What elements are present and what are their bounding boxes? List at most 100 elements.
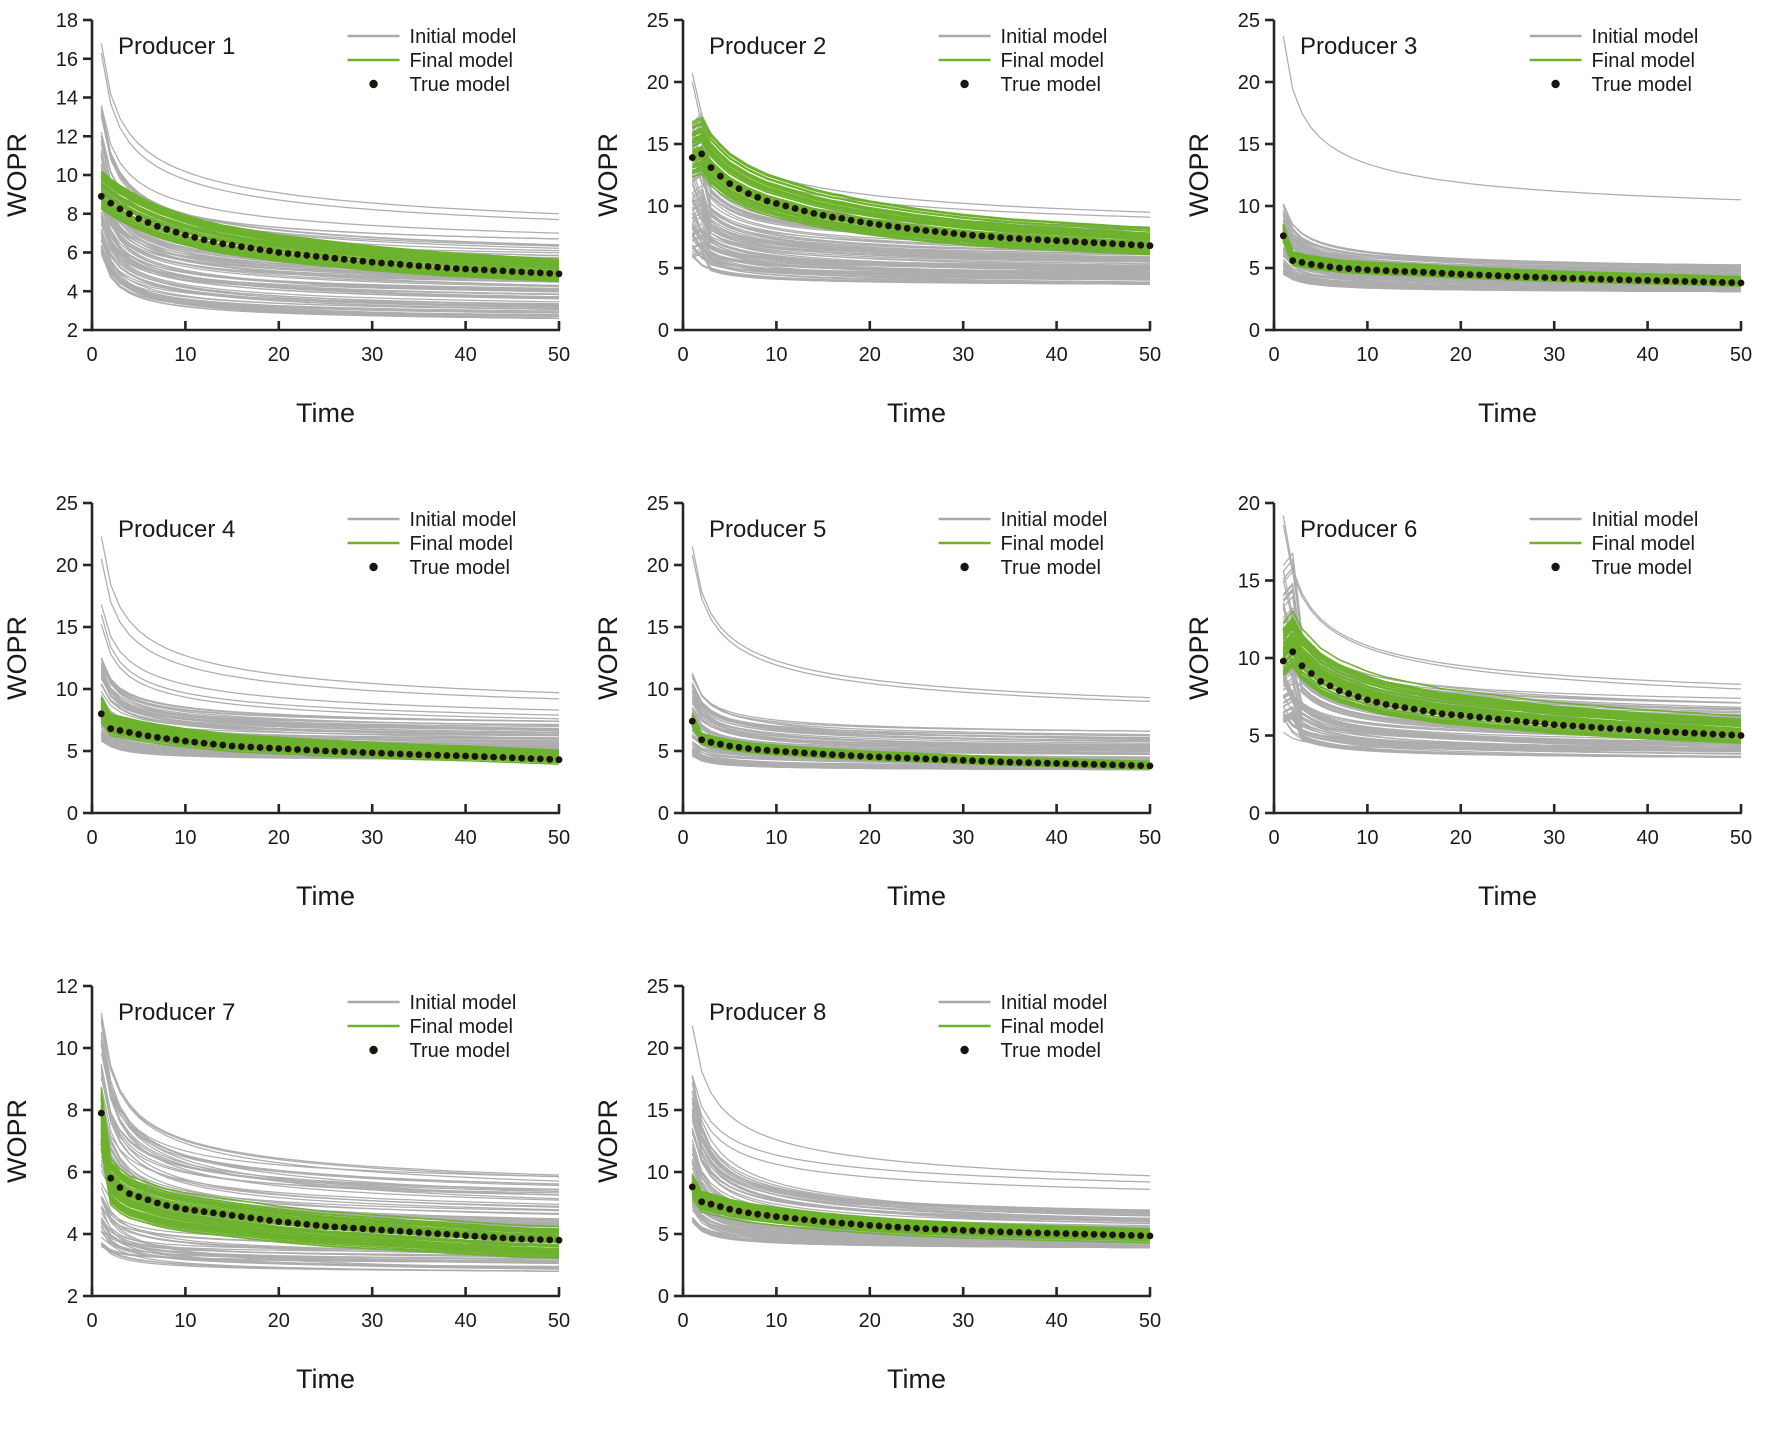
final-model-line: [692, 159, 1151, 250]
true-model-dot: [1569, 722, 1577, 730]
true-model-dot: [182, 737, 189, 745]
x-tick-label: 10: [765, 827, 787, 849]
true-model-dot: [1429, 708, 1437, 716]
true-model-dot: [144, 732, 152, 740]
empty-cell: [1182, 966, 1773, 1449]
x-tick-label: 40: [454, 1310, 476, 1332]
y-tick-label: 25: [647, 976, 669, 998]
true-model-dot: [462, 265, 469, 273]
true-model-dot: [350, 1224, 357, 1232]
initial-model-line: [691, 1206, 1151, 1242]
final-model-line: [1282, 636, 1742, 730]
x-tick-label: 20: [859, 1310, 881, 1332]
true-model-dot: [443, 1230, 451, 1238]
true-model-dot: [950, 230, 958, 237]
true-model-dot: [424, 263, 432, 270]
true-model-dot: [1625, 276, 1633, 284]
true-model-dot: [1025, 759, 1032, 767]
x-axis-label: Time: [887, 1364, 946, 1394]
y-tick-label: 15: [1238, 134, 1260, 156]
true-model-dot: [1015, 1229, 1023, 1236]
initial-model-line: [691, 1202, 1151, 1248]
true-model-dot: [1700, 278, 1707, 286]
initial-model-line: [691, 1110, 1151, 1216]
final-model-line: [100, 171, 560, 261]
final-model-line: [1282, 626, 1742, 725]
x-tick-label: 20: [268, 344, 290, 366]
true-model-dot: [875, 753, 883, 761]
true-model-dot: [1345, 690, 1353, 697]
true-model-dot: [1485, 271, 1493, 279]
true-model-dot: [810, 210, 818, 217]
true-model-dot: [508, 268, 516, 275]
true-model-dot: [303, 746, 311, 754]
final-model-line: [691, 1174, 1151, 1230]
true-model-dot: [219, 240, 227, 248]
true-model-dot: [941, 229, 948, 236]
true-model-dot: [210, 238, 217, 246]
final-model-line: [100, 1123, 560, 1246]
final-model-line: [692, 172, 1151, 256]
initial-model-line: [691, 692, 1151, 746]
true-model-dot: [107, 1174, 115, 1182]
true-model-dot: [490, 267, 497, 274]
y-tick-label: 8: [67, 1100, 78, 1122]
initial-model-line: [1282, 695, 1742, 743]
x-tick-label: 40: [454, 827, 476, 849]
final-model-line: [1282, 637, 1742, 731]
x-tick-label: 50: [1139, 344, 1161, 366]
y-tick-label: 15: [647, 134, 669, 156]
initial-model-line: [100, 1071, 560, 1194]
true-model-dot: [969, 757, 976, 765]
true-model-dot: [191, 234, 199, 241]
initial-model-line: [100, 1244, 559, 1272]
y-tick-label: 20: [647, 555, 669, 577]
y-tick-label: 20: [1238, 72, 1260, 94]
y-tick-label: 10: [647, 679, 669, 701]
initial-model-line: [691, 684, 1151, 742]
initial-model-line: [691, 677, 1151, 732]
initial-model-line: [100, 1012, 560, 1176]
true-model-dot: [1578, 275, 1586, 283]
x-tick-label: 0: [86, 827, 97, 849]
true-model-dot: [1681, 729, 1689, 737]
true-model-dot: [210, 740, 217, 748]
true-model-dot: [536, 269, 544, 277]
initial-model-line: [691, 546, 1151, 699]
true-model-dot: [256, 1215, 264, 1223]
true-model-dot: [1364, 266, 1371, 274]
final-model-line: [1282, 641, 1742, 732]
axes: [674, 18, 1152, 332]
true-model-dot: [1034, 759, 1042, 767]
true-model-dot: [322, 747, 329, 755]
true-model-dot: [275, 1218, 283, 1225]
legend-true-model-swatch: [960, 562, 969, 572]
x-axis-label: Time: [296, 881, 355, 911]
true-model-dot: [922, 1225, 930, 1233]
initial-model-line: [100, 1066, 560, 1211]
true-model-dot: [1606, 725, 1614, 732]
true-model-dot: [1127, 1232, 1135, 1239]
true-model-dot: [518, 754, 525, 762]
true-model-dot: [322, 253, 329, 261]
true-model-dot: [518, 268, 525, 276]
true-model-dot: [1550, 274, 1558, 282]
true-model-dot: [1118, 240, 1126, 248]
true-model-dot: [1146, 762, 1154, 770]
initial-model-line: [691, 1075, 1151, 1183]
true-model-dot: [773, 200, 780, 207]
x-tick-label: 50: [548, 827, 570, 849]
y-tick-label: 2: [67, 320, 78, 342]
initial-model-line: [100, 205, 560, 292]
true-model-dot: [228, 742, 236, 750]
true-model-dot: [726, 180, 734, 188]
y-tick-label: 0: [658, 803, 669, 825]
true-model-dot: [1401, 268, 1409, 275]
y-axis-label: WOPR: [1184, 133, 1214, 217]
true-model-dots: [688, 1183, 1154, 1240]
true-model-dot: [359, 257, 367, 265]
true-model-dot: [508, 1235, 516, 1242]
true-model-dot: [1146, 242, 1154, 250]
final-model-line: [100, 1128, 560, 1248]
true-model-dot: [1653, 727, 1661, 735]
